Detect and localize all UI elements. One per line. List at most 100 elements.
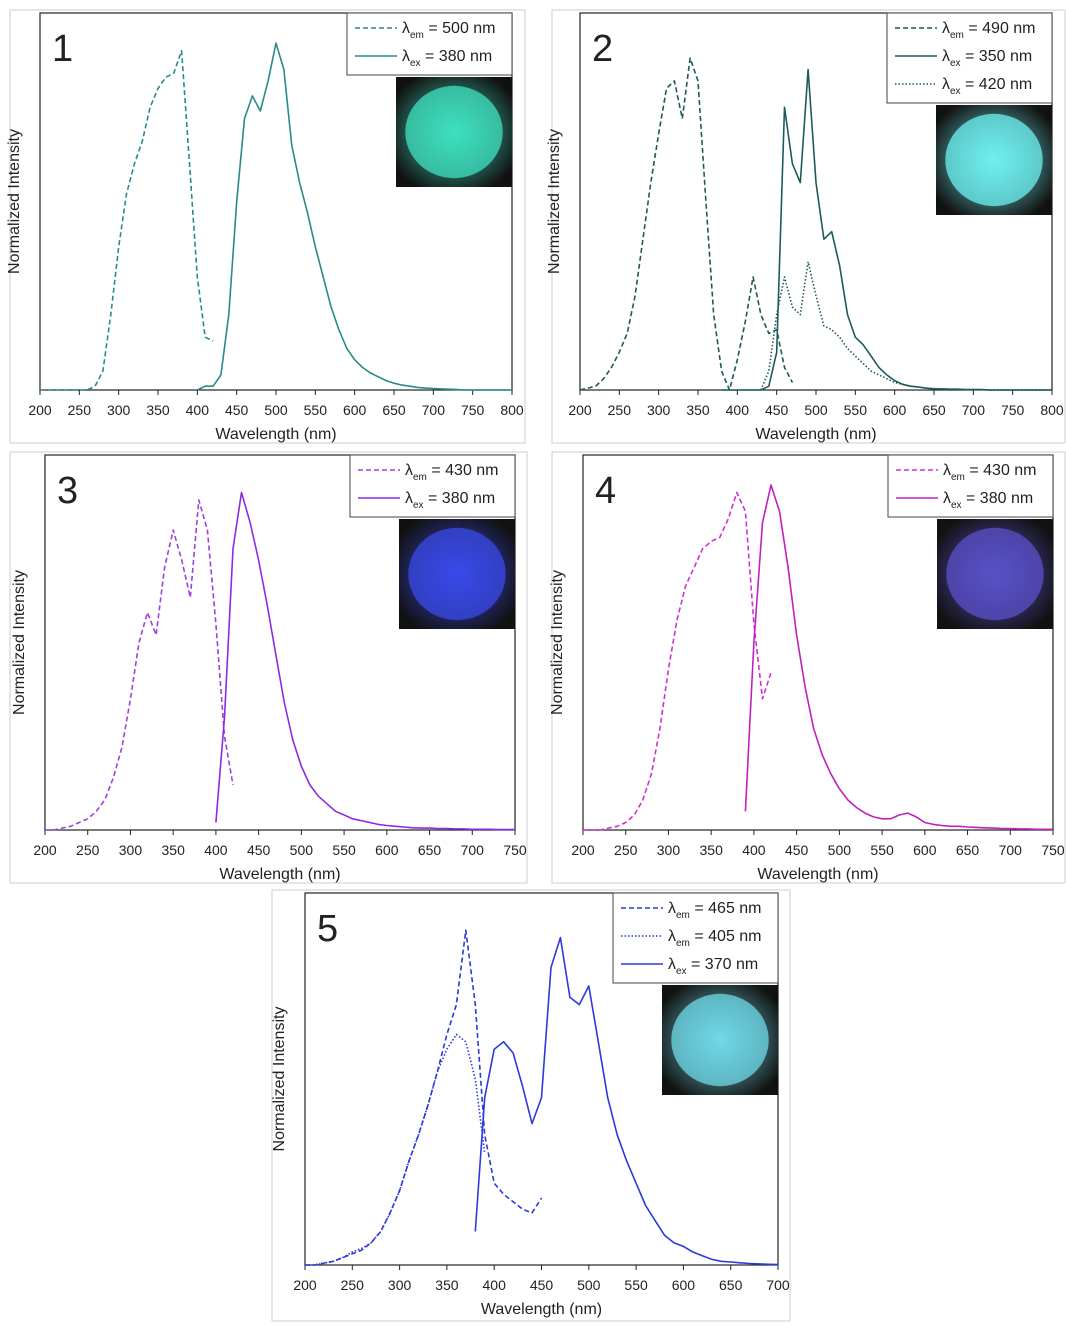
x-tick-label: 400	[204, 842, 228, 858]
x-tick-label: 300	[388, 1277, 412, 1293]
spectrum-line	[760, 261, 1052, 391]
spectrum-line	[305, 929, 543, 1266]
x-tick-label: 200	[293, 1277, 317, 1293]
x-tick-label: 450	[225, 402, 249, 418]
x-axis-label: Wavelength (nm)	[755, 426, 876, 443]
x-tick-label: 500	[828, 842, 852, 858]
x-tick-label: 650	[956, 842, 980, 858]
legend-label: λex = 380 nm	[405, 490, 495, 511]
x-tick-label: 600	[343, 402, 367, 418]
legend-label: λem = 490 nm	[942, 20, 1036, 41]
y-axis-label: Normalized Intensity	[11, 570, 28, 715]
x-tick-label: 400	[742, 842, 766, 858]
x-tick-label: 450	[765, 402, 789, 418]
x-axis-label: Wavelength (nm)	[481, 1301, 602, 1318]
x-tick-label: 800	[500, 402, 524, 418]
chart-panel: 200 250 300 350 400 450 500 550 600 650 700 Wavelen…	[271, 892, 790, 1318]
x-tick-label: 200	[28, 402, 52, 418]
x-tick-label: 500	[264, 402, 288, 418]
x-tick-label: 600	[375, 842, 399, 858]
chart-panel: 200 250 300 350 400 450 500 550 600 650 700 750 Wave…	[549, 454, 1065, 883]
chart-panel: 200 250 300 350 400 450 500 550 600 650 700 750 800 W…	[6, 12, 524, 443]
x-tick-label: 250	[341, 1277, 365, 1293]
spectrum-line	[196, 42, 512, 391]
legend-box	[349, 454, 516, 518]
x-tick-label: 600	[883, 402, 907, 418]
inset-dish	[946, 527, 1044, 621]
spectrum-line	[40, 49, 214, 391]
x-tick-label: 500	[290, 842, 314, 858]
inset-dish	[945, 113, 1043, 207]
x-tick-label: 450	[785, 842, 809, 858]
x-tick-label: 750	[1041, 842, 1065, 858]
legend-label: λem = 500 nm	[402, 20, 496, 41]
x-tick-label: 350	[162, 842, 186, 858]
legend-box	[346, 12, 513, 76]
x-tick-label: 700	[422, 402, 446, 418]
panel-number: 1	[52, 28, 73, 70]
x-tick-label: 550	[870, 842, 894, 858]
legend-label: λem = 405 nm	[668, 928, 762, 949]
legend-label: λex = 380 nm	[943, 490, 1033, 511]
spectrum-line	[744, 484, 1053, 831]
legend-label: λex = 370 nm	[668, 956, 758, 977]
inset-dish	[405, 85, 503, 179]
plot-area	[44, 454, 516, 831]
x-tick-label: 650	[418, 842, 442, 858]
chart-panel: 200 250 300 350 400 450 500 550 600 650 700 750 Wave…	[11, 454, 527, 883]
x-tick-label: 550	[332, 842, 356, 858]
legend-label: λem = 430 nm	[405, 462, 499, 483]
x-tick-label: 300	[657, 842, 681, 858]
x-tick-label: 400	[186, 402, 210, 418]
x-tick-label: 750	[503, 842, 527, 858]
legend-label: λem = 465 nm	[668, 900, 762, 921]
x-tick-label: 500	[577, 1277, 601, 1293]
x-tick-label: 350	[146, 402, 170, 418]
panel-number: 3	[57, 470, 78, 512]
x-axis-label: Wavelength (nm)	[757, 866, 878, 883]
y-axis-label: Normalized Intensity	[549, 570, 566, 715]
spectrum-line	[215, 491, 515, 831]
panel-number: 2	[592, 28, 613, 70]
x-tick-label: 750	[1001, 402, 1025, 418]
y-axis-label: Normalized Intensity	[6, 129, 23, 274]
panel-number: 4	[595, 470, 616, 512]
x-axis-label: Wavelength (nm)	[215, 426, 336, 443]
legend-label: λem = 430 nm	[943, 462, 1037, 483]
x-tick-label: 550	[304, 402, 328, 418]
x-tick-label: 300	[119, 842, 143, 858]
x-tick-label: 350	[700, 842, 724, 858]
x-tick-label: 650	[922, 402, 946, 418]
panel-number: 5	[317, 908, 338, 950]
x-tick-label: 250	[614, 842, 638, 858]
x-tick-label: 500	[804, 402, 828, 418]
y-axis-label: Normalized Intensity	[546, 129, 563, 274]
x-tick-label: 700	[766, 1277, 790, 1293]
x-tick-label: 700	[999, 842, 1023, 858]
x-tick-label: 650	[382, 402, 406, 418]
x-tick-label: 600	[672, 1277, 696, 1293]
x-tick-label: 750	[461, 402, 485, 418]
x-axis-label: Wavelength (nm)	[219, 866, 340, 883]
x-tick-label: 650	[719, 1277, 743, 1293]
legend-label: λex = 350 nm	[942, 48, 1032, 69]
spectrum-line	[45, 499, 234, 831]
legend-label: λex = 380 nm	[402, 48, 492, 69]
x-tick-label: 700	[461, 842, 485, 858]
x-tick-label: 450	[247, 842, 271, 858]
x-tick-label: 550	[624, 1277, 648, 1293]
plot-area	[582, 454, 1054, 831]
spectrum-line	[583, 491, 772, 831]
inset-dish	[408, 527, 506, 621]
x-tick-label: 200	[571, 842, 595, 858]
legend-box	[887, 454, 1054, 518]
x-tick-label: 800	[1040, 402, 1064, 418]
x-tick-label: 700	[962, 402, 986, 418]
x-tick-label: 250	[68, 402, 92, 418]
x-tick-label: 450	[530, 1277, 554, 1293]
x-tick-label: 350	[435, 1277, 459, 1293]
x-tick-label: 550	[844, 402, 868, 418]
x-tick-label: 300	[647, 402, 671, 418]
